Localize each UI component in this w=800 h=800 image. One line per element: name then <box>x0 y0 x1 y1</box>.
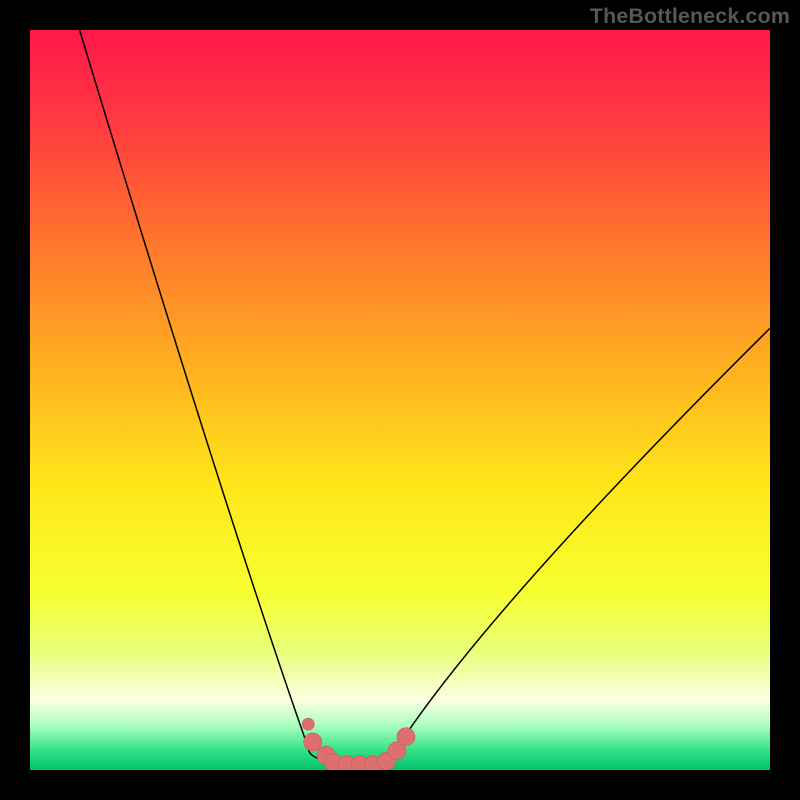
valley-marker <box>397 728 415 746</box>
valley-marker <box>302 718 314 730</box>
chart-stage: TheBottleneck.com <box>0 0 800 800</box>
valley-marker <box>304 733 322 751</box>
plot-area <box>30 30 770 770</box>
bottleneck-chart-svg <box>0 0 800 800</box>
